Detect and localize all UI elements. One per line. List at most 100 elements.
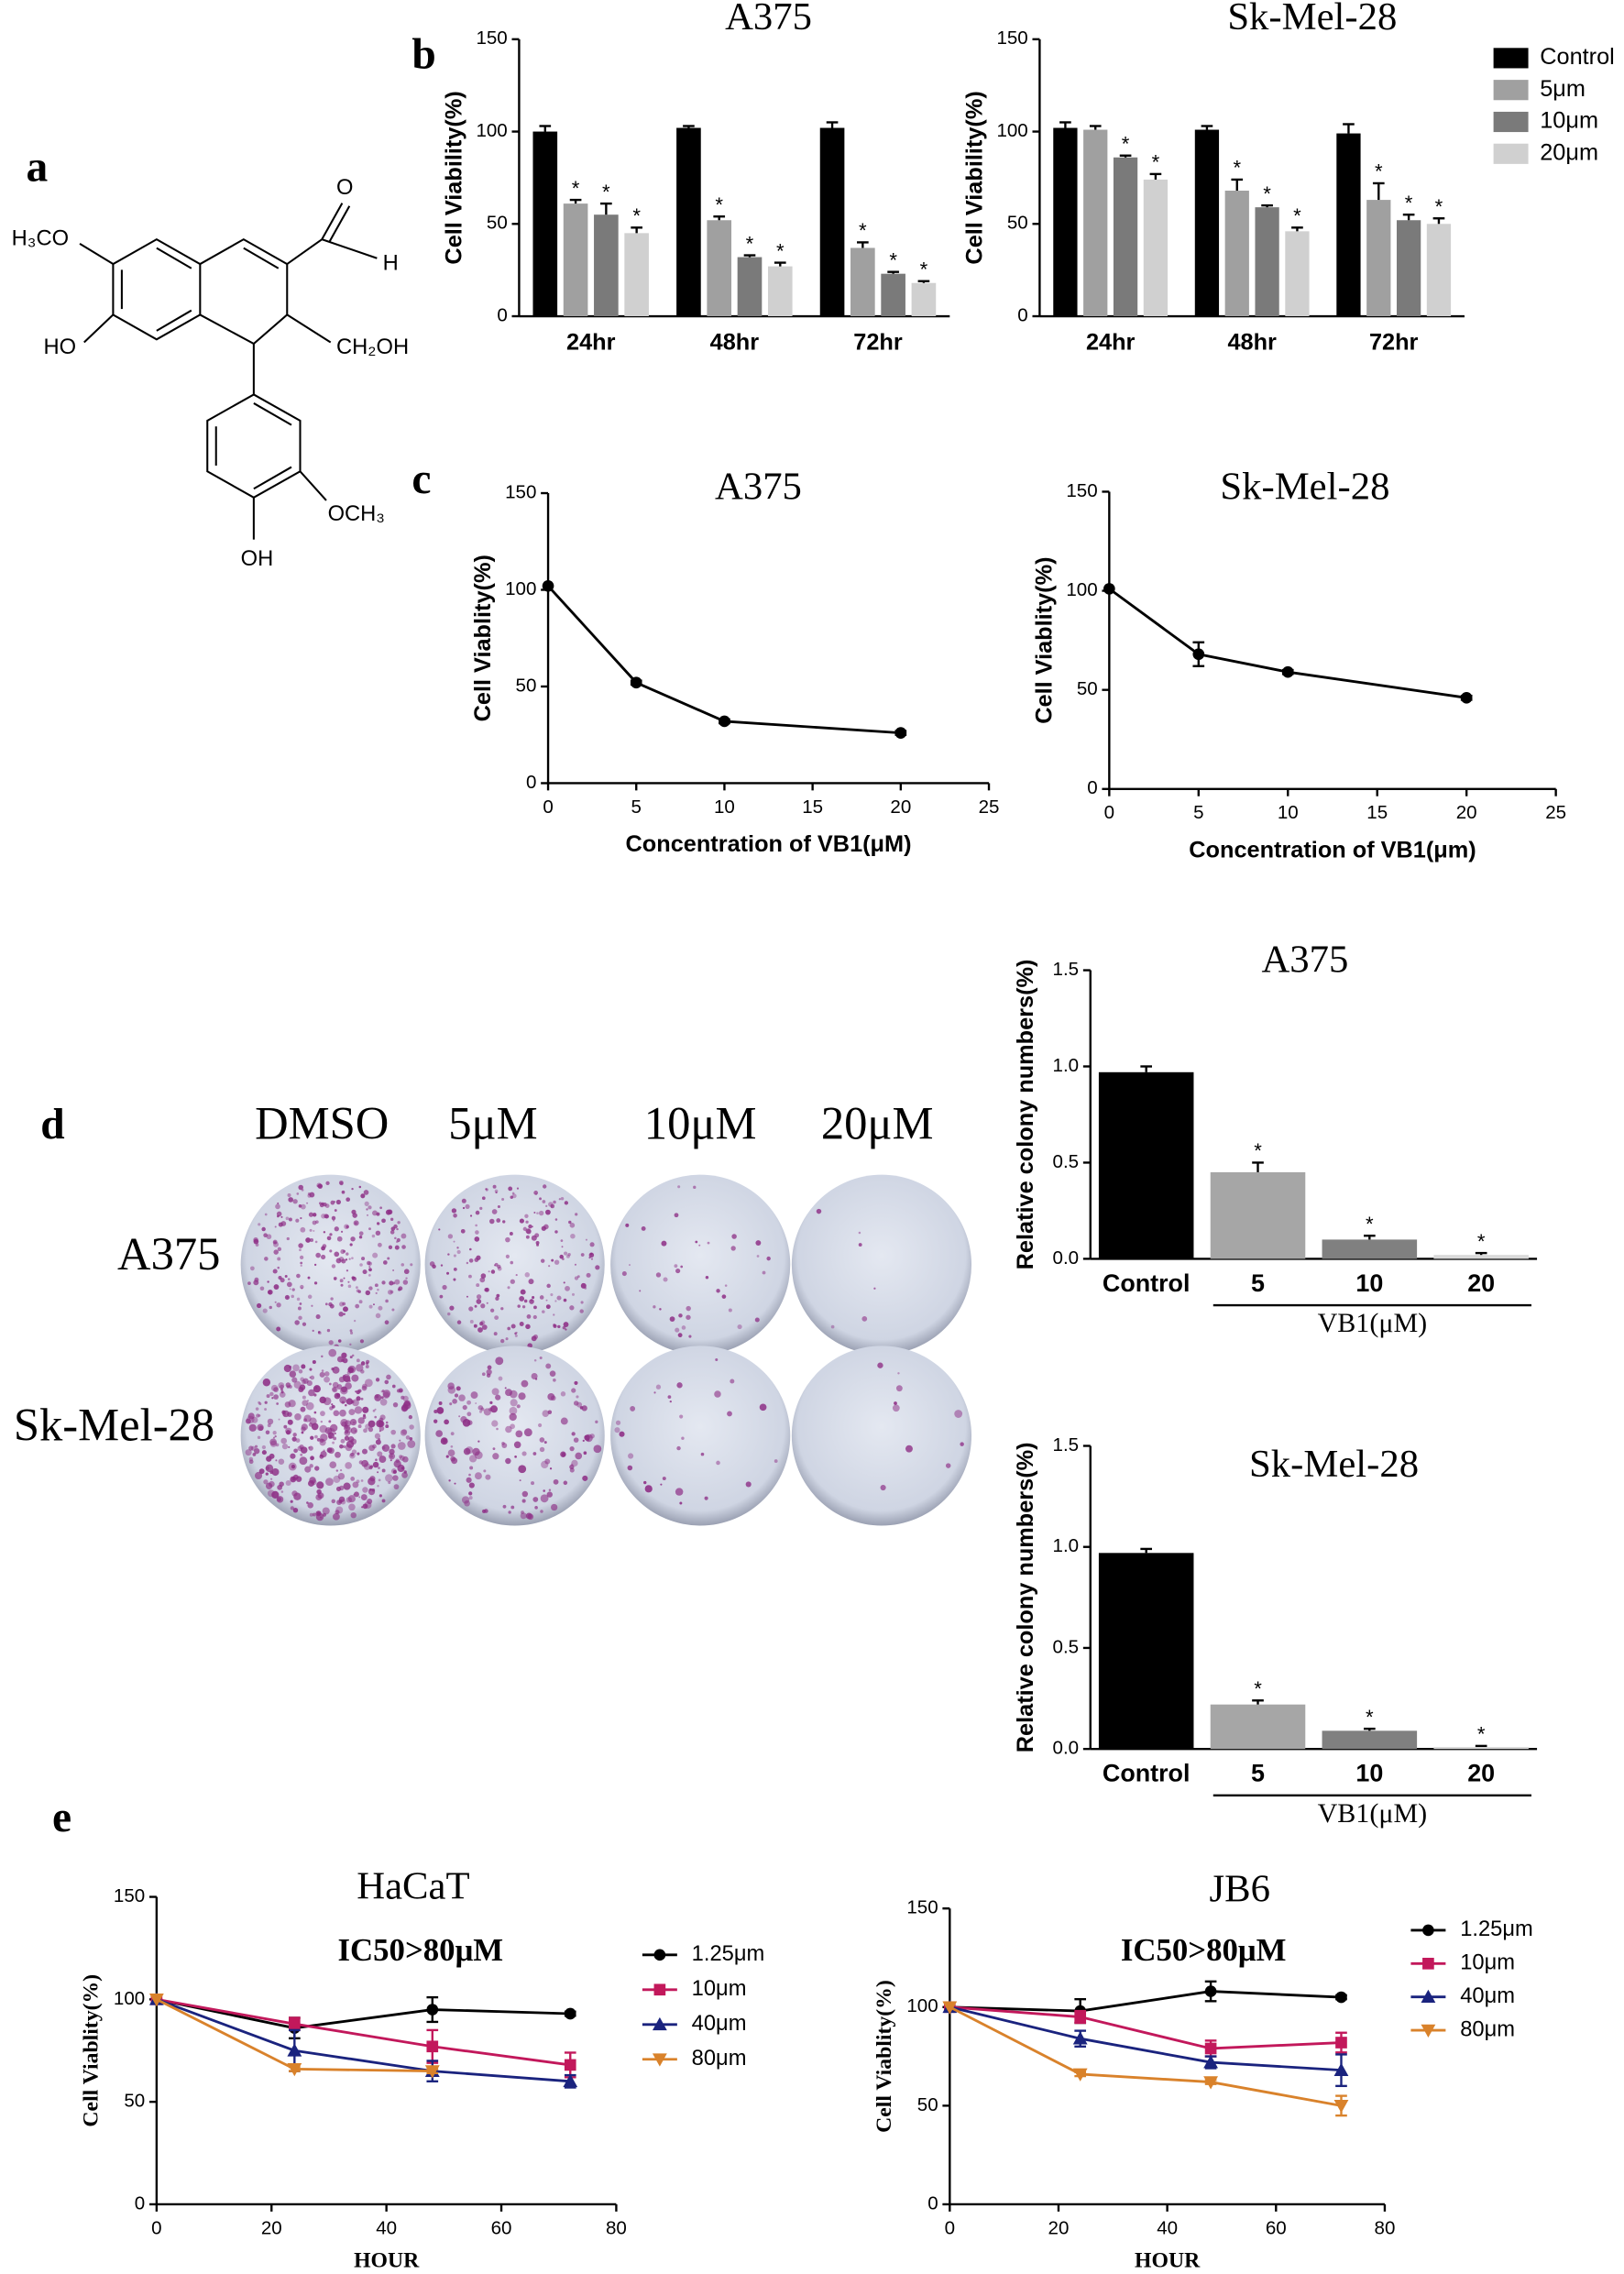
series-line	[156, 1997, 571, 2030]
colony-speck	[433, 1409, 438, 1414]
y-tick-label: 0	[135, 2192, 145, 2214]
colony-speck	[368, 1466, 373, 1470]
marker	[1333, 2062, 1349, 2076]
colony-speck	[328, 1340, 334, 1346]
x-axis-label: HOUR	[354, 2249, 420, 2273]
colony-speck	[333, 1410, 340, 1417]
colony-speck	[447, 1449, 455, 1457]
colony-speck	[519, 1479, 521, 1482]
colony-speck	[317, 1331, 321, 1334]
marker	[1421, 1989, 1436, 2004]
colony-speck	[449, 1402, 453, 1406]
colony-speck	[574, 1380, 578, 1385]
colony-speck	[300, 1264, 302, 1267]
colony-speck	[298, 1386, 304, 1392]
colony-speck	[325, 1181, 330, 1186]
ring	[112, 237, 202, 341]
colony-speck	[493, 1264, 496, 1267]
colony-speck	[532, 1225, 533, 1228]
colony-speck	[349, 1452, 356, 1459]
colony-speck	[284, 1274, 288, 1278]
colony-speck	[314, 1240, 318, 1244]
colony-speck	[356, 1396, 361, 1401]
colony-speck	[357, 1424, 362, 1429]
colony-speck	[379, 1494, 382, 1498]
colony-speck	[254, 1445, 258, 1448]
colony-speck	[545, 1304, 551, 1310]
colony-speck	[456, 1249, 461, 1255]
colony-speck	[377, 1222, 379, 1225]
colony-speck	[278, 1382, 285, 1389]
colony-speck	[380, 1396, 384, 1400]
colony-speck	[532, 1497, 539, 1502]
colony-speck	[756, 1255, 760, 1258]
colony-speck	[371, 1234, 376, 1238]
colony-speck	[292, 1364, 300, 1372]
colony-speck	[273, 1394, 279, 1400]
colony-speck	[299, 1445, 304, 1450]
colony-speck	[277, 1257, 281, 1261]
colony-speck	[524, 1214, 529, 1218]
colony-speck	[327, 1447, 335, 1455]
colony-speck	[272, 1431, 277, 1435]
colony-speck	[481, 1196, 486, 1201]
colony-speck	[614, 1427, 620, 1434]
colony-speck	[460, 1228, 466, 1234]
colony-speck	[335, 1451, 341, 1458]
colony-speck	[378, 1421, 385, 1427]
x-tick-label: 0	[151, 2217, 161, 2238]
colony-speck	[299, 1456, 308, 1466]
colony-speck	[285, 1427, 292, 1434]
colony-speck	[381, 1499, 386, 1503]
colony-speck	[510, 1324, 516, 1329]
colony-speck	[312, 1512, 316, 1517]
panel-label: b	[411, 30, 435, 78]
colony-speck	[580, 1301, 584, 1304]
colony-speck	[299, 1302, 302, 1305]
colony-speck	[340, 1469, 343, 1472]
colony-speck	[492, 1447, 496, 1451]
colony-speck	[400, 1429, 407, 1436]
colony-speck	[408, 1414, 412, 1420]
colony-speck	[391, 1384, 396, 1389]
bar	[1194, 129, 1220, 317]
colony-speck	[379, 1398, 388, 1406]
colony-speck	[440, 1264, 444, 1267]
colony-speck	[269, 1470, 274, 1475]
colony-speck	[290, 1453, 296, 1459]
colony-speck	[468, 1496, 473, 1500]
colony-speck	[513, 1441, 521, 1449]
colony-speck	[589, 1434, 595, 1439]
colony-speck	[700, 1452, 705, 1456]
colony-speck	[532, 1314, 537, 1320]
marker	[1192, 648, 1205, 661]
legend-label: 10μm	[1540, 108, 1598, 134]
y-axis-label: Cell Viablity(%)	[872, 1980, 896, 2133]
x-tick-label: 5	[1251, 1760, 1265, 1787]
colony-speck	[576, 1275, 580, 1279]
colony-speck	[300, 1377, 305, 1382]
atom-label: CH₂OH	[336, 335, 409, 359]
colony-speck	[273, 1249, 279, 1255]
y-tick-label: 0	[1087, 777, 1097, 798]
colony-speck	[296, 1192, 300, 1195]
colony-speck	[266, 1234, 272, 1240]
bar	[1285, 231, 1310, 317]
y-tick-label: 100	[1066, 579, 1097, 600]
colony-speck	[544, 1458, 551, 1465]
colony-speck	[274, 1434, 277, 1438]
colony-speck	[278, 1222, 283, 1227]
significance: *	[1254, 1677, 1262, 1700]
colony-speck	[449, 1305, 455, 1311]
colony-speck	[655, 1384, 662, 1390]
atom-label: OH	[241, 547, 274, 571]
colony-speck	[905, 1445, 913, 1453]
colony-speck	[351, 1354, 355, 1357]
colony-speck	[389, 1448, 395, 1456]
colony-speck	[629, 1264, 631, 1267]
colony-speck	[266, 1394, 270, 1399]
marker	[424, 2065, 440, 2079]
marker	[1204, 2042, 1217, 2055]
colony-speck	[474, 1304, 477, 1308]
